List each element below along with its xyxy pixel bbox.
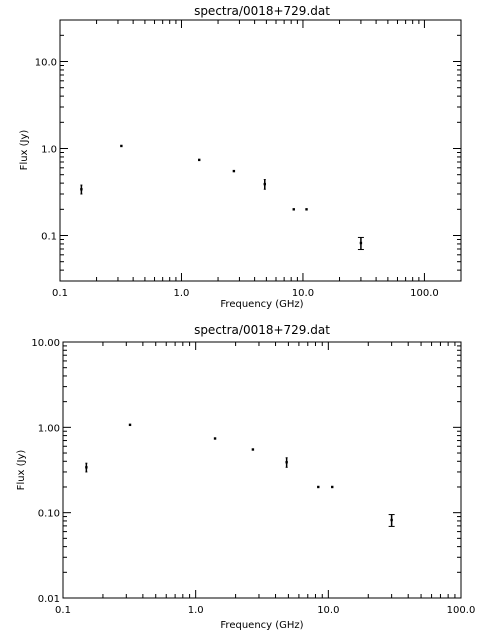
point-marker (331, 485, 334, 489)
x-axis-label: Frequency (GHz) (220, 620, 303, 631)
data-point (317, 485, 320, 489)
data-point (263, 179, 266, 190)
point-marker (317, 485, 320, 489)
point-marker (85, 466, 88, 469)
point-marker (213, 437, 217, 440)
chart-panel-1: spectra/0018+729.dat Frequency (GHz) Flu… (19, 4, 462, 310)
point-marker (390, 518, 393, 522)
y-axis-label: Flux (Jy) (16, 450, 27, 491)
point-marker (120, 144, 123, 148)
x-tick-label: 1.0 (188, 605, 204, 616)
data-points (85, 423, 395, 527)
data-point (128, 423, 132, 427)
x-tick-label: 0.1 (55, 605, 71, 616)
data-point (232, 169, 236, 173)
point-marker (359, 241, 363, 245)
data-point (331, 485, 334, 489)
y-tick-label: 10.0 (35, 58, 57, 69)
x-tick-label: 10.0 (292, 288, 314, 299)
data-point (251, 448, 255, 451)
x-tick-label: 0.1 (52, 288, 68, 299)
data-point (292, 208, 295, 211)
point-marker (80, 188, 83, 191)
y-tick-label: 1.0 (41, 145, 57, 156)
plot-frame (59, 19, 462, 282)
point-marker (292, 208, 295, 211)
plot-frame (62, 341, 462, 599)
x-tick-label: 10.0 (317, 605, 339, 616)
y-tick-label: 0.1 (41, 232, 57, 243)
data-point (357, 236, 364, 251)
y-tick-label: 1.00 (38, 423, 60, 434)
point-marker (251, 448, 255, 451)
data-point (388, 514, 395, 527)
x-axis-label: Frequency (GHz) (220, 299, 303, 310)
chart-title: spectra/0018+729.dat (194, 4, 330, 18)
data-point (80, 184, 83, 195)
point-marker (263, 182, 266, 186)
x-tick-label: 100.0 (447, 605, 476, 616)
point-marker (232, 169, 236, 173)
chart-panel-2: spectra/0018+729.dat Frequency (GHz) Flu… (16, 323, 475, 631)
x-ticks: 0.1 1.0 10.0 100.0 (52, 20, 462, 299)
y-ticks: 0.1 1.0 10.0 (35, 19, 461, 282)
data-point (285, 457, 288, 468)
point-marker (305, 208, 308, 211)
chart-title: spectra/0018+729.dat (194, 323, 330, 337)
y-ticks: 0.01 0.10 1.00 10.00 (31, 338, 461, 605)
data-point (85, 462, 88, 473)
point-marker (285, 461, 288, 464)
y-axis-label: Flux (Jy) (19, 130, 30, 171)
y-tick-label: 0.01 (38, 594, 60, 605)
data-point (305, 208, 308, 211)
point-marker (128, 423, 132, 427)
y-tick-label: 0.10 (38, 509, 60, 520)
x-tick-label: 100.0 (410, 288, 439, 299)
point-marker (198, 158, 201, 162)
x-tick-label: 1.0 (174, 288, 190, 299)
data-points (80, 144, 364, 251)
x-ticks: 0.1 1.0 10.0 100.0 (55, 342, 475, 616)
data-point (213, 437, 217, 440)
data-point (198, 158, 201, 162)
y-tick-label: 10.00 (31, 338, 60, 349)
data-point (120, 144, 123, 148)
